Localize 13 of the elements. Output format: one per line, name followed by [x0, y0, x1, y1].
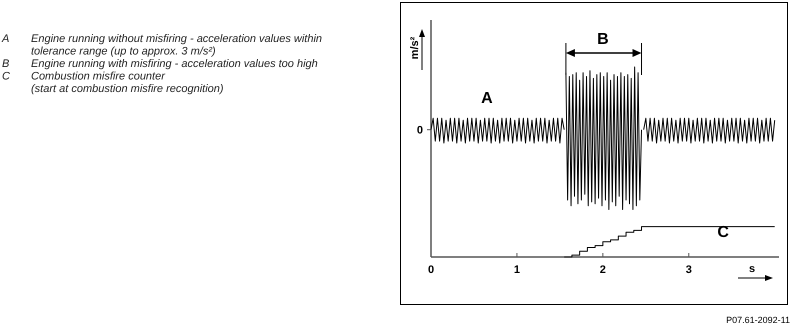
- x-tick-label: 0: [428, 264, 434, 276]
- text: B: [597, 31, 609, 48]
- y-axis-title: m/s²: [409, 36, 421, 60]
- text: P07.61-2092-11: [726, 315, 790, 325]
- x-axis-title: s: [748, 263, 756, 275]
- annotation: 0: [416, 124, 423, 137]
- text: C Combustion misfire counter (start at combustion misfire recognition): [2, 70, 224, 95]
- x-tick-label: 2: [600, 264, 606, 276]
- x-tick-label: 1: [514, 264, 520, 276]
- text: A Engine running without misfiring - acceleration values within tolerance range (up to approx. 3 m/s²): [2, 33, 322, 58]
- x-tick-label: 3: [686, 264, 692, 276]
- annotation: A: [481, 90, 494, 107]
- text: B Engine running with misfiring - acceleration values too high: [2, 58, 318, 70]
